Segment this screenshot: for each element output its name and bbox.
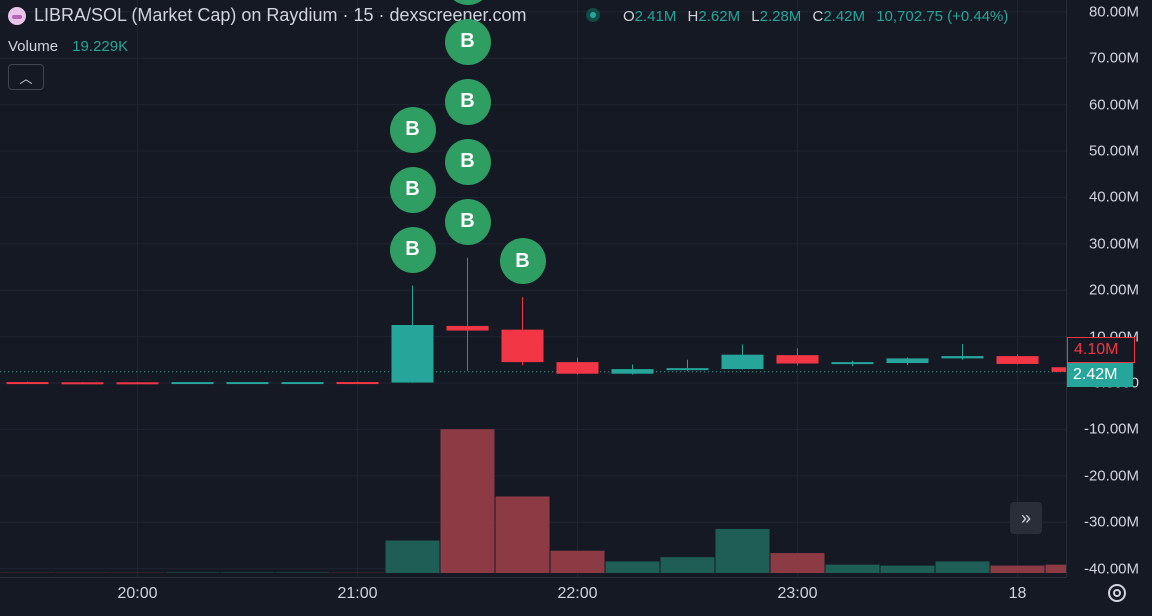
time-axis-label: 20:00 [117, 585, 157, 603]
price-axis-label: 60.00M [1089, 96, 1139, 113]
candle-body [667, 368, 709, 370]
candle-body [447, 326, 489, 331]
candle-body [557, 362, 599, 374]
volume-bar [386, 541, 440, 573]
buy-marker[interactable]: B [445, 79, 491, 125]
candlestick-chart[interactable] [0, 0, 1066, 577]
volume-bar [551, 551, 605, 573]
buy-marker[interactable]: B [500, 238, 546, 284]
price-axis-label: -10.00M [1084, 421, 1139, 438]
price-axis-label: 20.00M [1089, 282, 1139, 299]
volume-bar [991, 566, 1045, 573]
price-axis-label: 80.00M [1089, 3, 1139, 20]
high-price-tag: 4.10M [1067, 337, 1135, 363]
volume-bar [936, 561, 990, 573]
volume-bar [661, 557, 715, 573]
volume-bar [826, 565, 880, 573]
time-axis-label: 18 [1009, 585, 1027, 603]
live-status-icon [586, 8, 600, 22]
buy-marker[interactable]: B [390, 167, 436, 213]
buy-marker[interactable]: B [445, 199, 491, 245]
buy-marker[interactable]: B [390, 227, 436, 273]
price-axis-label: 50.00M [1089, 143, 1139, 160]
price-axis[interactable]: 80.00M 70.00M 60.00M 50.00M 40.00M 30.00M 20.0… [1066, 0, 1152, 577]
time-axis-label: 21:00 [337, 585, 377, 603]
candle-body [62, 382, 104, 384]
volume-legend: Volume 19.229K [8, 38, 128, 55]
candle-body [722, 355, 764, 369]
ohlc-legend: O2.41M H2.62M L2.28M C2.42M 10,702.75 (+… [623, 8, 1015, 25]
volume-bar [881, 566, 935, 573]
price-axis-label: 70.00M [1089, 50, 1139, 67]
volume-label: Volume [8, 38, 58, 55]
time-axis-label: 23:00 [777, 585, 817, 603]
candle-body [117, 382, 159, 384]
volume-bar [441, 429, 495, 573]
price-axis-label: 30.00M [1089, 235, 1139, 252]
volume-bar [771, 553, 825, 573]
token-logo-icon [8, 7, 26, 25]
candle-body [777, 355, 819, 363]
candle-body [337, 382, 379, 384]
collapse-legend-button[interactable]: ︿ [8, 64, 44, 90]
candle-body [612, 369, 654, 374]
open-value: 2.41M [635, 8, 677, 25]
high-value: 2.62M [698, 8, 740, 25]
volume-value: 19.229K [72, 38, 128, 55]
buy-marker[interactable]: B [445, 19, 491, 65]
chart-header: LIBRA/SOL (Market Cap) on Raydium · 15 ·… [8, 5, 527, 26]
high-key: H [688, 8, 699, 25]
candle-body [997, 356, 1039, 364]
price-axis-label: -40.00M [1084, 560, 1139, 577]
candle-body [887, 358, 929, 363]
buy-marker[interactable]: B [390, 107, 436, 153]
candle-body [7, 382, 49, 384]
buy-marker[interactable]: B [445, 139, 491, 185]
close-key: C [812, 8, 823, 25]
volume-bar [716, 529, 770, 573]
candle-body [502, 330, 544, 362]
volume-bar [1046, 565, 1067, 573]
candle-body [942, 356, 984, 358]
price-axis-label: -30.00M [1084, 514, 1139, 531]
settings-icon[interactable] [1108, 584, 1126, 602]
chart-area[interactable] [0, 0, 1066, 577]
price-axis-label: 40.00M [1089, 189, 1139, 206]
close-value: 2.42M [823, 8, 865, 25]
low-key: L [751, 8, 759, 25]
time-axis-label: 22:00 [557, 585, 597, 603]
candle-body [282, 382, 324, 384]
scroll-to-realtime-button[interactable]: » [1010, 502, 1042, 534]
low-value: 2.28M [760, 8, 802, 25]
candle-body [172, 382, 214, 384]
double-chevron-right-icon: » [1021, 508, 1031, 529]
volume-bar [496, 496, 550, 573]
candle-body [227, 382, 269, 384]
time-axis[interactable]: 20:00 21:00 22:00 23:00 18 [0, 577, 1066, 616]
volume-bar [606, 561, 660, 573]
candle-body [392, 325, 434, 383]
last-price-tag: 2.42M [1067, 363, 1133, 387]
open-key: O [623, 8, 635, 25]
candle-body [832, 362, 874, 364]
change-value: 10,702.75 (+0.44%) [876, 8, 1008, 25]
candle-body [1052, 367, 1067, 372]
price-axis-label: -20.00M [1084, 467, 1139, 484]
chevron-up-icon: ︿ [19, 68, 32, 87]
